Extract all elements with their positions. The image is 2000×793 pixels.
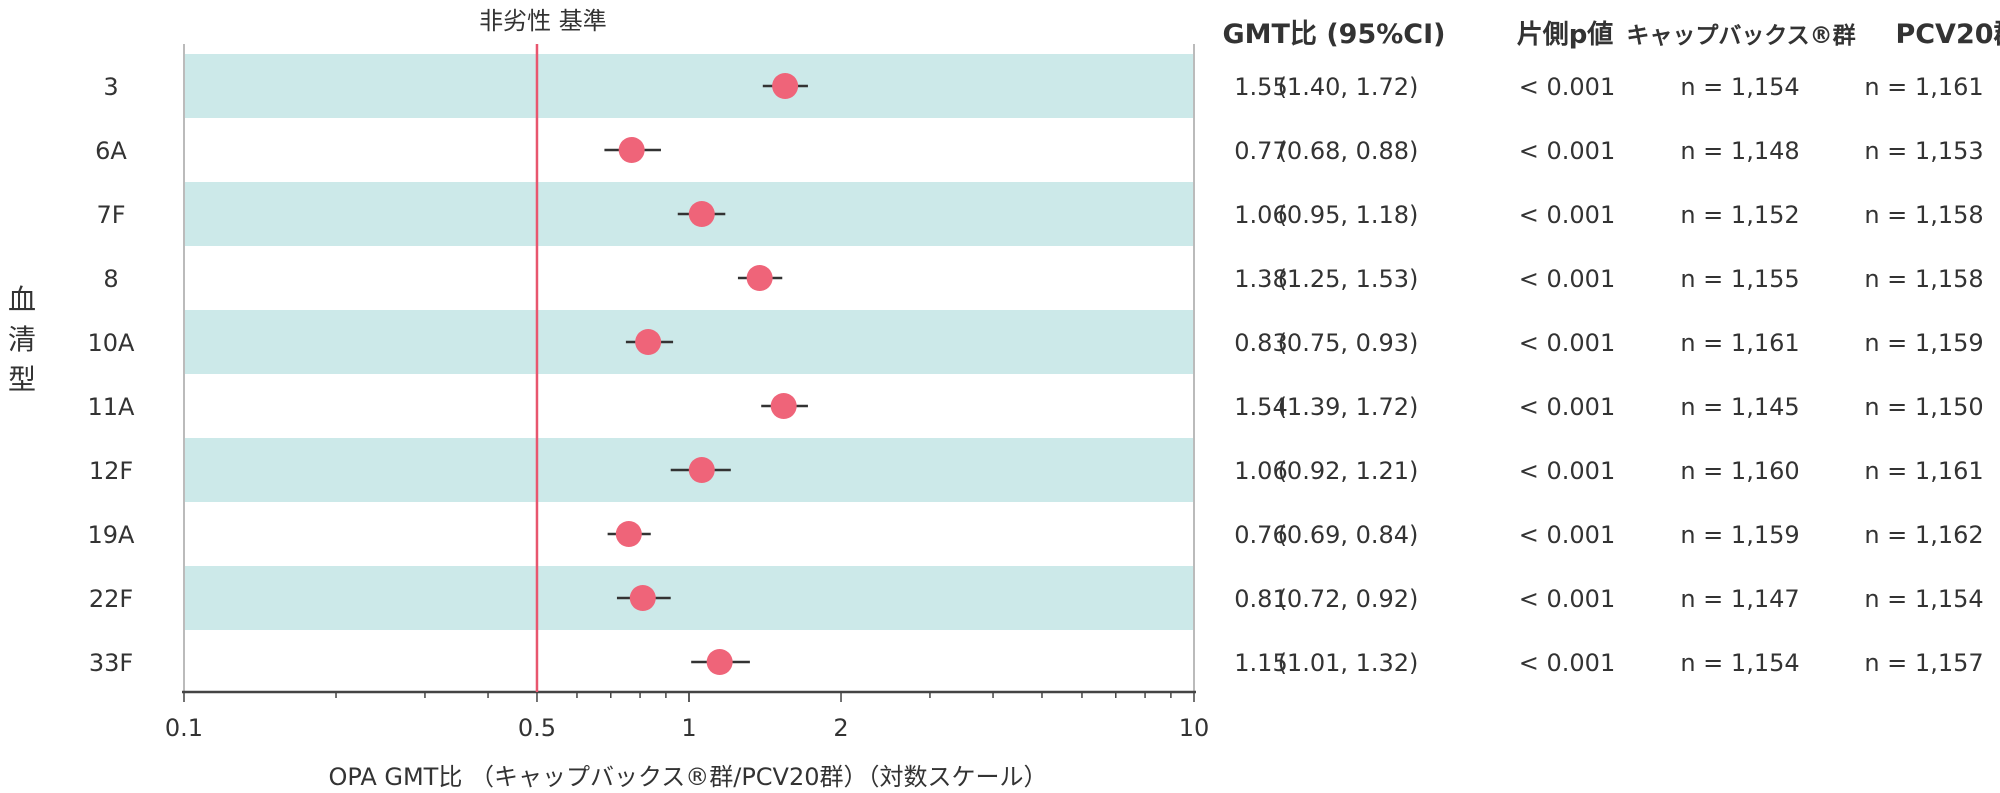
- x-tick-label: 2: [833, 714, 848, 742]
- gmt-value: 1.55: [1234, 73, 1287, 101]
- n-capvaxive: n = 1,154: [1680, 73, 1799, 101]
- x-tick-label: 0.5: [518, 714, 556, 742]
- header-capvaxive-group: キャップバックス®群: [1626, 22, 1855, 49]
- serotype-label: 33F: [89, 649, 133, 677]
- serotype-label: 19A: [88, 521, 136, 549]
- header-p-value: 片側p値: [1517, 20, 1614, 50]
- p-value: < 0.001: [1519, 329, 1615, 357]
- gmt-point: [635, 329, 662, 355]
- serotype-label: 7F: [96, 201, 125, 229]
- row-stripe: [184, 310, 1194, 374]
- reference-line-label: 非劣性 基準: [479, 7, 607, 35]
- x-tick-label: 0.1: [165, 714, 203, 742]
- gmt-point: [706, 649, 733, 675]
- gmt-point: [629, 585, 656, 611]
- n-capvaxive: n = 1,145: [1680, 393, 1799, 421]
- ci-value: (1.40, 1.72): [1278, 73, 1419, 101]
- serotype-label: 11A: [88, 393, 136, 421]
- serotype-label: 8: [103, 265, 118, 293]
- n-capvaxive: n = 1,154: [1680, 649, 1799, 677]
- x-minor-ticks: [183, 692, 1195, 702]
- x-tick-label: 10: [1179, 714, 1210, 742]
- p-value: < 0.001: [1519, 585, 1615, 613]
- p-value: < 0.001: [1519, 201, 1615, 229]
- gmt-value: 1.06: [1234, 201, 1287, 229]
- gmt-point: [772, 73, 799, 99]
- n-pcv20: n = 1,159: [1864, 329, 1983, 357]
- p-value: < 0.001: [1519, 649, 1615, 677]
- n-pcv20: n = 1,153: [1864, 137, 1983, 165]
- n-pcv20: n = 1,158: [1864, 265, 1983, 293]
- p-value: < 0.001: [1519, 137, 1615, 165]
- n-pcv20: n = 1,154: [1864, 585, 1983, 613]
- ci-value: (0.69, 0.84): [1278, 521, 1419, 549]
- gmt-point: [618, 137, 645, 163]
- n-pcv20: n = 1,158: [1864, 201, 1983, 229]
- row-stripe: [184, 54, 1194, 118]
- header-pcv20-group: PCV20群: [1895, 19, 2000, 50]
- serotype-labels: 3 6A 7F 8 10A 11A 12F 19A 22F 33F: [88, 73, 136, 677]
- results-table: 1.55(1.40, 1.72) < 0.001 n = 1,154 n = 1,16…: [1234, 73, 1983, 677]
- data-marks: [604, 73, 808, 675]
- row-stripes: [184, 54, 1194, 630]
- gmt-point: [688, 201, 715, 227]
- n-capvaxive: n = 1,155: [1680, 265, 1799, 293]
- gmt-value: 0.76: [1234, 521, 1287, 549]
- n-pcv20: n = 1,150: [1864, 393, 1983, 421]
- n-capvaxive: n = 1,161: [1680, 329, 1799, 357]
- serotype-label: 22F: [89, 585, 133, 613]
- p-value: < 0.001: [1519, 457, 1615, 485]
- n-capvaxive: n = 1,147: [1680, 585, 1799, 613]
- p-value: < 0.001: [1519, 73, 1615, 101]
- ci-value: (0.68, 0.88): [1278, 137, 1419, 165]
- n-pcv20: n = 1,157: [1864, 649, 1983, 677]
- row-stripe: [184, 566, 1194, 630]
- n-capvaxive: n = 1,148: [1680, 137, 1799, 165]
- ci-value: (1.01, 1.32): [1278, 649, 1419, 677]
- gmt-value: 1.54: [1234, 393, 1287, 421]
- gmt-value: 1.15: [1234, 649, 1287, 677]
- gmt-value: 0.81: [1234, 585, 1287, 613]
- ci-value: (0.92, 1.21): [1278, 457, 1419, 485]
- gmt-point: [770, 393, 797, 419]
- ci-value: (0.72, 0.92): [1278, 585, 1419, 613]
- ci-value: (1.39, 1.72): [1278, 393, 1419, 421]
- gmt-point: [688, 457, 715, 483]
- n-pcv20: n = 1,161: [1864, 457, 1983, 485]
- gmt-value: 1.38: [1234, 265, 1287, 293]
- ci-value: (1.25, 1.53): [1278, 265, 1419, 293]
- n-capvaxive: n = 1,152: [1680, 201, 1799, 229]
- n-pcv20: n = 1,162: [1864, 521, 1983, 549]
- serotype-label: 12F: [89, 457, 133, 485]
- n-capvaxive: n = 1,160: [1680, 457, 1799, 485]
- serotype-label: 6A: [95, 137, 127, 165]
- y-axis-label: 血清型: [8, 283, 36, 396]
- x-axis-label: OPA GMT比 （キャップバックス®群/PCV20群）（対数スケール）: [328, 763, 1047, 791]
- n-capvaxive: n = 1,159: [1680, 521, 1799, 549]
- gmt-value: 0.83: [1234, 329, 1287, 357]
- x-tick-labels: 0.1 0.5 1 2 10: [165, 714, 1209, 742]
- ci-value: (0.95, 1.18): [1278, 201, 1419, 229]
- p-value: < 0.001: [1519, 265, 1615, 293]
- ci-value: (0.75, 0.93): [1278, 329, 1419, 357]
- gmt-value: 1.06: [1234, 457, 1287, 485]
- header-gmt-ratio: GMT比 (95%CI): [1222, 19, 1445, 50]
- gmt-value: 0.77: [1234, 137, 1287, 165]
- gmt-point: [615, 521, 642, 547]
- gmt-point: [746, 265, 773, 291]
- x-tick-label: 1: [681, 714, 696, 742]
- p-value: < 0.001: [1519, 393, 1615, 421]
- serotype-label: 10A: [88, 329, 136, 357]
- n-pcv20: n = 1,161: [1864, 73, 1983, 101]
- p-value: < 0.001: [1519, 521, 1615, 549]
- serotype-label: 3: [103, 73, 118, 101]
